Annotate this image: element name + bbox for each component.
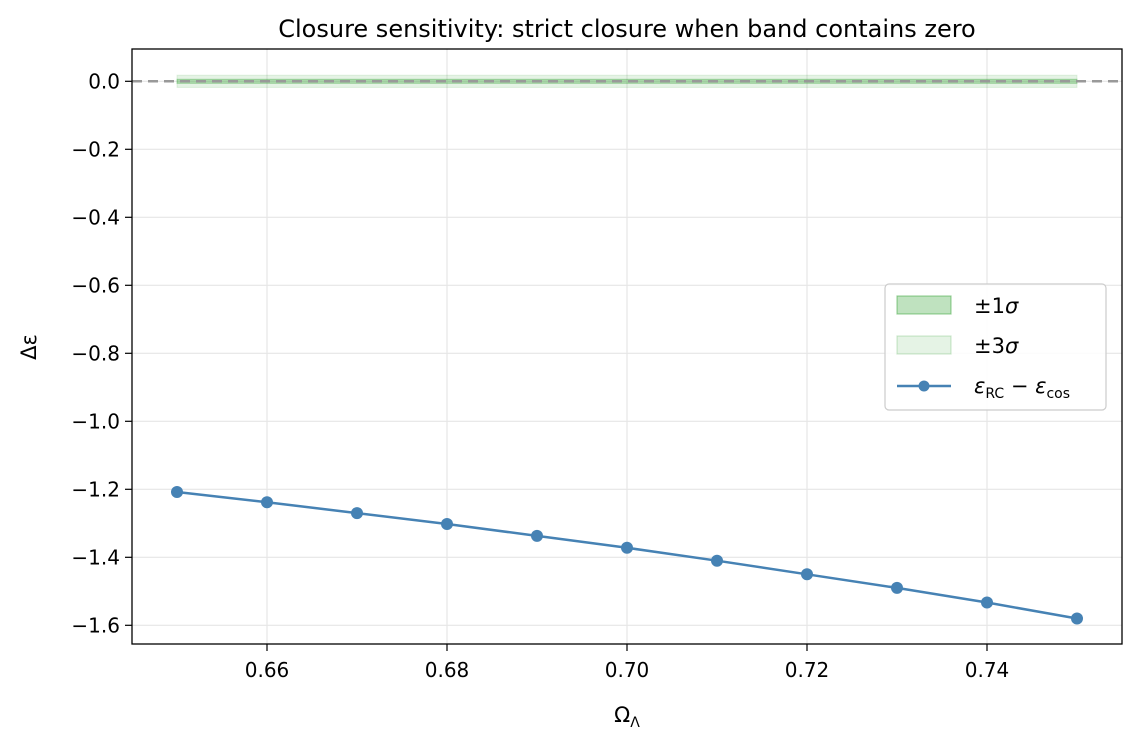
x-tick-label: 0.70 bbox=[605, 658, 650, 682]
y-tick-label: −1.4 bbox=[71, 545, 120, 569]
x-tick-label: 0.72 bbox=[785, 658, 830, 682]
legend-label-1sigma: ±1σ bbox=[974, 294, 1019, 318]
data-point bbox=[441, 517, 453, 530]
legend-swatch-3sigma bbox=[896, 335, 952, 355]
data-point bbox=[801, 568, 813, 581]
legend-marker-series bbox=[918, 380, 930, 392]
data-point bbox=[171, 486, 183, 499]
data-point bbox=[711, 554, 723, 567]
y-tick-label: −1.2 bbox=[71, 477, 120, 501]
legend-label-series: εRC − εcos bbox=[974, 374, 1070, 402]
y-tick-label: −0.4 bbox=[71, 205, 120, 229]
x-tick-label: 0.66 bbox=[245, 658, 290, 682]
y-tick-label: −1.0 bbox=[71, 409, 120, 433]
legend-frame bbox=[884, 283, 1107, 411]
data-point bbox=[981, 596, 993, 609]
data-point bbox=[531, 529, 543, 542]
data-point bbox=[261, 496, 273, 509]
legend-swatch-1sigma bbox=[896, 295, 952, 315]
y-axis-label: Δε bbox=[17, 334, 41, 360]
y-axis-ticks: 0.0 −0.2 −0.4 −0.6 −0.8 −1.0 −1.2 −1.4 −1.6 bbox=[71, 69, 132, 637]
y-tick-label: −1.6 bbox=[71, 613, 120, 637]
legend: ±1σ ±3σ εRC − εcos bbox=[884, 283, 1107, 411]
legend-label-3sigma: ±3σ bbox=[974, 334, 1019, 358]
x-tick-label: 0.68 bbox=[425, 658, 470, 682]
chart-title: Closure sensitivity: strict closure when… bbox=[278, 15, 976, 43]
bands bbox=[176, 74, 1078, 88]
x-axis-label: ΩΛ bbox=[614, 703, 640, 731]
y-tick-label: −0.2 bbox=[71, 137, 120, 161]
y-tick-label: 0.0 bbox=[88, 69, 120, 93]
x-tick-label: 0.74 bbox=[965, 658, 1010, 682]
y-tick-label: −0.8 bbox=[71, 341, 120, 365]
data-point bbox=[891, 581, 903, 594]
data-point bbox=[1071, 612, 1083, 625]
y-tick-label: −0.6 bbox=[71, 273, 120, 297]
data-point bbox=[621, 541, 633, 554]
x-axis-ticks: 0.66 0.68 0.70 0.72 0.74 bbox=[245, 644, 1010, 682]
data-point bbox=[351, 507, 363, 520]
series-group bbox=[171, 486, 1083, 625]
